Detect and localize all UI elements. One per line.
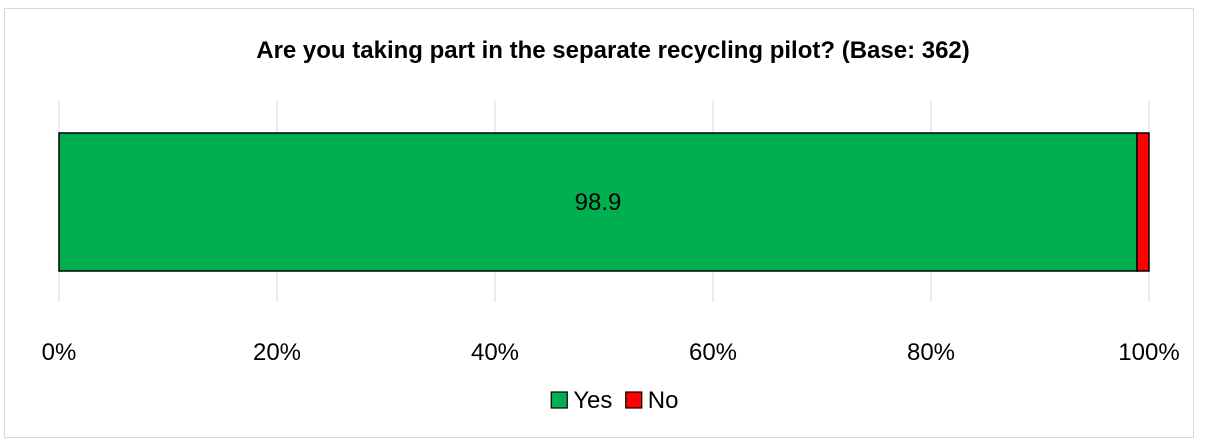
legend-label-yes: Yes <box>573 387 612 414</box>
legend-swatch-no <box>625 391 643 409</box>
bar-segment-no <box>1136 132 1150 272</box>
x-tick-label: 80% <box>907 339 955 366</box>
legend-label-no: No <box>648 387 679 414</box>
chart-title: Are you taking part in the separate recy… <box>256 37 970 64</box>
x-tick-label: 20% <box>253 339 301 366</box>
x-tick-label: 0% <box>42 339 77 366</box>
x-axis-ticks: 0% 20% 40% 60% 80% 100% <box>42 339 1180 366</box>
bars <box>58 132 1150 272</box>
x-tick-label: 60% <box>689 339 737 366</box>
data-label-yes: 98.9 <box>575 189 622 216</box>
x-tick-label: 100% <box>1118 339 1179 366</box>
data-labels: 98.9 <box>575 189 622 216</box>
x-tick-label: 40% <box>471 339 519 366</box>
legend: Yes No <box>550 387 679 414</box>
legend-swatch-yes <box>550 391 568 409</box>
